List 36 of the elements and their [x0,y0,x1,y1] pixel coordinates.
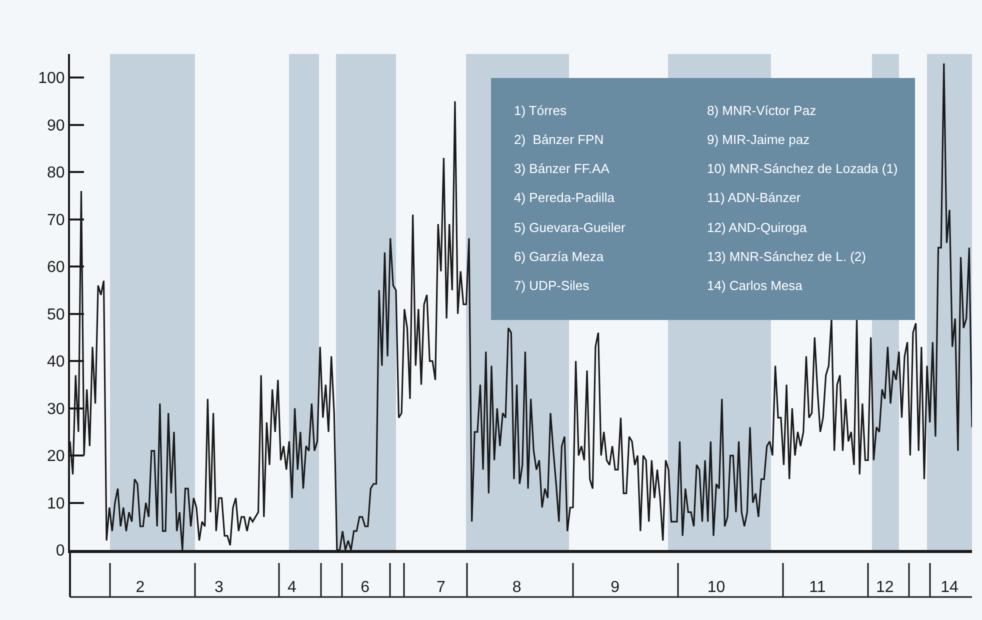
x-tick-label: 10 [707,578,726,596]
x-tick-label: 7 [436,578,446,596]
y-tick-label: 80 [47,164,65,182]
x-tick-label: 9 [610,578,620,596]
y-tick-label: 70 [47,212,65,229]
annotation: 12) AND-Quiroga [707,220,808,235]
y-tick-label: 20 [47,448,65,466]
y-tick-label: 10 [47,495,65,512]
annotation: 3) Bánzer FF.AA [514,161,610,176]
y-tick-label: 60 [47,259,65,276]
y-tick-label: 30 [47,400,65,418]
annotation: 11) ADN-Bánzer [707,190,802,205]
x-tick-label: 6 [360,578,370,596]
x-tick-label: 4 [288,578,297,596]
x-tick-label: 11 [809,578,826,596]
y-tick-label: 50 [47,306,65,324]
x-tick-label: 12 [876,578,894,596]
x-tick-label: 3 [214,578,224,596]
y-tick-label: 100 [38,70,65,88]
annotation: 10) MNR-Sánchez de Lozada (1) [707,161,898,176]
x-tick-label: 8 [512,578,522,596]
annotation: 7) UDP-Siles [514,278,590,293]
y-tick-label: 90 [47,117,65,134]
x-tick-label: 2 [136,578,145,596]
annotation: 4) Pereda-Padilla [514,190,616,205]
annotation: 14) Carlos Mesa [707,278,804,293]
y-tick-label: 40 [47,354,65,371]
y-tick-label: 0 [56,542,65,560]
x-tick-label: 14 [940,578,959,596]
annotation: 6) Garzía Meza [514,249,604,264]
annotation: 13) MNR-Sánchez de L. (2) [707,249,866,264]
annotation: 1) Tórres [514,103,567,118]
annotation: 8) MNR-Víctor Paz [707,103,816,118]
annotation: 2) Bánzer FPN [514,132,604,147]
annotation: 5) Guevara-Gueiler [514,220,626,235]
annotation: 9) MIR-Jaime paz [707,132,810,147]
